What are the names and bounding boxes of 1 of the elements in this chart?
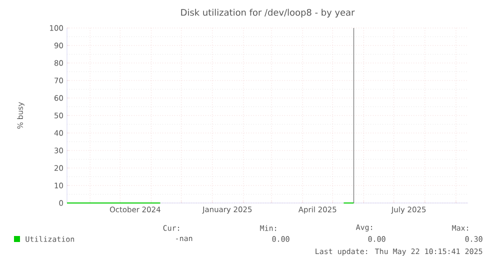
chart-title: Disk utilization for /dev/loop8 - by year bbox=[181, 8, 355, 18]
